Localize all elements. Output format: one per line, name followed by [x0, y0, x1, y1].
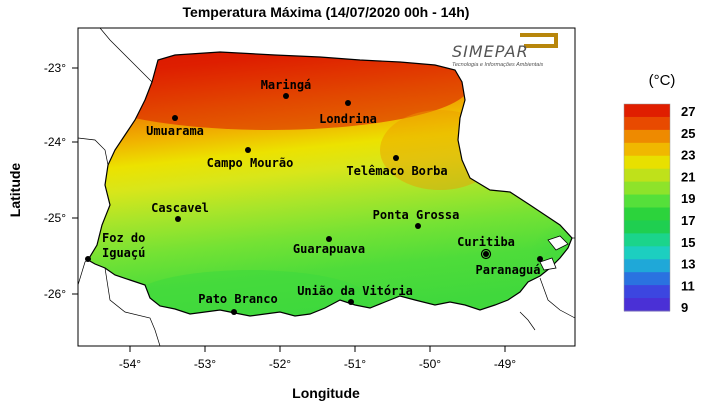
simepar-tagline: Tecnologia e Informações Ambientais — [452, 62, 544, 68]
city-label: Iguaçú — [102, 246, 145, 260]
x-tick-label: -54° — [119, 357, 141, 371]
city-marker-icon — [537, 256, 543, 262]
x-axis-title: Longitude — [292, 385, 360, 401]
legend-labels: 27 25 23 21 19 17 15 13 11 9 — [681, 104, 695, 315]
x-tick-label: -52° — [269, 357, 291, 371]
x-tick-label: -51° — [344, 357, 366, 371]
city-londrina: Londrina — [319, 100, 377, 126]
legend-swatch — [624, 181, 670, 196]
city-label: Cascavel — [151, 201, 209, 215]
legend-swatch — [624, 259, 670, 273]
city-label: Foz do — [102, 231, 145, 245]
city-label: Campo Mourão — [207, 156, 294, 170]
city-campo-mour-o: Campo Mourão — [207, 147, 294, 170]
legend-swatch — [624, 104, 670, 118]
city-marker-icon — [348, 299, 354, 305]
axis-ticks — [72, 67, 506, 352]
city-umuarama: Umuarama — [146, 115, 204, 138]
cities-layer: Maringá Londrina Umuarama Campo Mourão Telêm… — [85, 78, 543, 315]
city-guarapuava: Guarapuava — [293, 236, 365, 256]
city-marker-icon — [172, 115, 178, 121]
legend-label: 13 — [681, 257, 695, 272]
legend-swatch — [624, 129, 670, 144]
city-marker-icon — [175, 216, 181, 222]
legend-swatch — [624, 233, 670, 247]
x-tick-label: -49° — [494, 357, 516, 371]
legend-label: 11 — [681, 278, 695, 293]
city-label: Umuarama — [146, 124, 204, 138]
y-tick-label: -24° — [44, 135, 66, 149]
legend-colorbar — [623, 103, 671, 312]
x-tick-label: -53° — [194, 357, 216, 371]
city-maring-: Maringá — [261, 78, 312, 99]
city-label: União da Vitória — [297, 284, 413, 298]
legend-label: 21 — [681, 169, 695, 184]
axis-tick-labels: -54° -53° -52° -51° -50° -49° -23° -24° -25° -26° — [44, 61, 516, 371]
city-ponta-grossa: Ponta Grossa — [373, 208, 460, 229]
legend-swatch — [624, 116, 670, 131]
simepar-wordmark: SIMEPAR — [452, 42, 529, 61]
legend-label: 25 — [681, 126, 695, 141]
city-marker-icon — [326, 236, 332, 242]
city-marker-icon — [483, 251, 489, 257]
city-paranagu-: Paranaguá — [475, 256, 543, 277]
city-marker-icon — [283, 93, 289, 99]
city-marker-icon — [231, 309, 237, 315]
y-tick-label: -23° — [44, 61, 66, 75]
x-tick-label: -50° — [419, 357, 441, 371]
city-label: Ponta Grossa — [373, 208, 460, 222]
city-label: Paranaguá — [475, 263, 540, 277]
city-uni-o-da-vit-ria: União da Vitória — [297, 284, 413, 305]
legend-label: 23 — [681, 148, 695, 163]
capital-ring-icon — [480, 248, 492, 260]
city-curitiba: Curitiba — [457, 235, 515, 260]
city-label: Guarapuava — [293, 242, 365, 256]
city-marker-icon — [393, 155, 399, 161]
coastal-islands — [539, 235, 569, 271]
y-axis-title: Latitude — [7, 163, 23, 218]
city-label: Londrina — [319, 112, 377, 126]
map-title: Temperatura Máxima (14/07/2020 00h - 14h… — [183, 4, 470, 20]
city-marker-icon — [245, 147, 251, 153]
legend-swatch — [624, 285, 670, 299]
legend-label: 17 — [681, 213, 695, 228]
legend-label: 19 — [681, 191, 695, 206]
city-marker-icon — [345, 100, 351, 106]
legend-swatch — [624, 155, 670, 170]
legend-swatch — [624, 246, 670, 260]
legend-swatch — [624, 142, 670, 157]
city-marker-icon — [415, 223, 421, 229]
legend-label: 15 — [681, 235, 695, 250]
legend-swatch — [624, 298, 670, 312]
legend-swatch — [624, 194, 670, 208]
city-marker-icon — [85, 256, 91, 262]
city-label: Pato Branco — [198, 292, 277, 306]
simepar-logo: SIMEPAR Tecnologia e Informações Ambient… — [452, 33, 558, 68]
legend-swatch — [624, 220, 670, 234]
neighbor-borders — [77, 27, 576, 347]
legend-label: 27 — [681, 104, 695, 119]
legend-swatch — [624, 207, 670, 221]
city-pato-branco: Pato Branco — [198, 292, 278, 315]
legend-swatch — [624, 272, 670, 286]
legend-label: 9 — [681, 300, 688, 315]
legend-frame — [623, 103, 671, 312]
legend-unit: (°C) — [649, 72, 676, 89]
city-label: Maringá — [261, 78, 312, 92]
city-label: Telêmaco Borba — [346, 164, 447, 178]
city-label: Curitiba — [457, 235, 515, 249]
y-tick-label: -26° — [44, 287, 66, 301]
y-tick-label: -25° — [44, 211, 66, 225]
city-cascavel: Cascavel — [151, 201, 209, 222]
legend-swatch — [624, 168, 670, 183]
city-tel-maco-borba: Telêmaco Borba — [346, 155, 448, 178]
